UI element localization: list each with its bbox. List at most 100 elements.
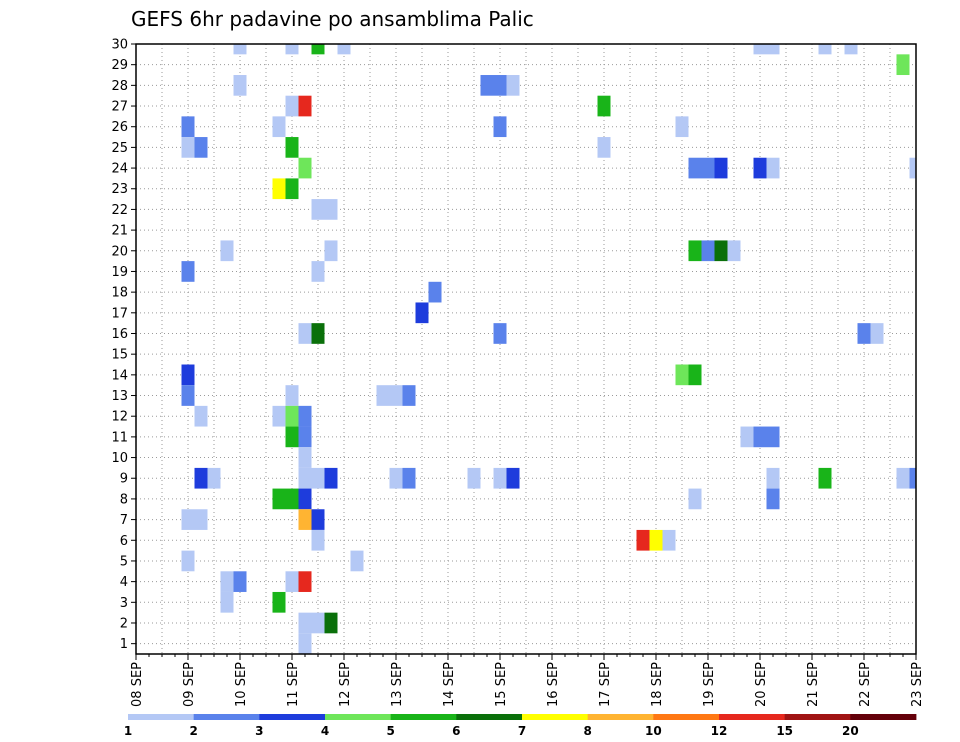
x-tick-label: 16 SEP bbox=[546, 662, 561, 707]
heatmap-cell bbox=[181, 364, 195, 386]
heatmap-cell bbox=[194, 405, 208, 427]
heatmap-cell bbox=[285, 137, 299, 158]
heatmap-cell bbox=[311, 199, 325, 220]
heatmap-cell bbox=[285, 44, 299, 55]
heatmap-cell bbox=[402, 467, 416, 489]
heatmap-cell bbox=[766, 426, 780, 448]
y-tick-label: 27 bbox=[111, 100, 128, 115]
y-tick-label: 10 bbox=[111, 451, 128, 466]
heatmap-cell bbox=[909, 467, 916, 489]
heatmap-cell bbox=[311, 467, 325, 489]
heatmap-cell bbox=[493, 75, 507, 96]
heatmap-cell bbox=[298, 633, 312, 654]
x-tick-label: 11 SEP bbox=[286, 662, 301, 707]
heatmap-cell bbox=[766, 488, 780, 510]
heatmap-cell bbox=[272, 178, 286, 200]
x-tick-label: 18 SEP bbox=[650, 662, 665, 707]
heatmap-cell bbox=[636, 529, 650, 551]
heatmap-cell bbox=[285, 95, 299, 117]
heatmap-cell bbox=[298, 447, 312, 468]
heatmap-cells bbox=[181, 44, 916, 654]
heatmap-cell bbox=[298, 612, 312, 634]
y-tick-label: 11 bbox=[111, 430, 128, 445]
legend-label: 10 bbox=[645, 724, 662, 738]
legend-label: 2 bbox=[189, 724, 197, 738]
heatmap-cell bbox=[415, 302, 429, 324]
heatmap-cell bbox=[324, 612, 338, 634]
heatmap-cell bbox=[194, 509, 208, 530]
heatmap-cell bbox=[662, 529, 676, 551]
y-tick-label: 28 bbox=[111, 79, 128, 94]
heatmap-cell bbox=[870, 323, 884, 344]
y-tick-label: 24 bbox=[111, 162, 128, 177]
heatmap-cell bbox=[896, 467, 910, 489]
heatmap-cell bbox=[688, 157, 702, 179]
heatmap-cell bbox=[285, 571, 299, 592]
x-tick-label: 17 SEP bbox=[598, 662, 613, 707]
heatmap-cell bbox=[818, 467, 832, 489]
heatmap-cell bbox=[311, 44, 325, 55]
heatmap-cell bbox=[597, 95, 611, 117]
heatmap-cell bbox=[337, 44, 351, 55]
legend-label: 4 bbox=[321, 724, 329, 738]
y-tick-label: 14 bbox=[111, 368, 128, 383]
heatmap-cell bbox=[298, 323, 312, 344]
heatmap-cell bbox=[311, 261, 325, 282]
heatmap-cell bbox=[350, 550, 364, 572]
heatmap-cell bbox=[233, 75, 247, 96]
heatmap-cell bbox=[818, 44, 832, 55]
color-legend: 1 2 3 4 5 6 7 8 10 12 15 20 bbox=[124, 714, 917, 738]
y-tick-label: 8 bbox=[120, 492, 128, 507]
heatmap-cell bbox=[753, 157, 767, 179]
y-tick-label: 20 bbox=[111, 244, 128, 259]
heatmap-cell bbox=[675, 364, 689, 386]
legend-swatch bbox=[193, 714, 260, 720]
heatmap-cell bbox=[324, 467, 338, 489]
y-tick-label: 16 bbox=[111, 327, 128, 342]
legend-swatch bbox=[259, 714, 326, 720]
heatmap-cell bbox=[285, 405, 299, 427]
heatmap-cell bbox=[506, 75, 520, 96]
heatmap-cell bbox=[220, 591, 234, 613]
legend-swatch bbox=[128, 714, 195, 720]
heatmap-cell bbox=[714, 157, 728, 179]
y-tick-label: 5 bbox=[120, 554, 128, 569]
heatmap-cell bbox=[688, 488, 702, 510]
heatmap-cell bbox=[298, 95, 312, 117]
heatmap-cell bbox=[220, 240, 234, 262]
x-tick-label: 10 SEP bbox=[234, 662, 249, 707]
heatmap-cell bbox=[649, 529, 663, 551]
x-tick-label: 15 SEP bbox=[494, 662, 509, 707]
heatmap-cell bbox=[233, 571, 247, 592]
heatmap-cell bbox=[298, 509, 312, 530]
heatmap-cell bbox=[272, 488, 286, 510]
y-tick-label: 23 bbox=[111, 182, 128, 197]
legend-label: 1 bbox=[124, 724, 132, 738]
legend-swatch bbox=[719, 714, 786, 720]
heatmap-cell bbox=[272, 405, 286, 427]
y-tick-label: 17 bbox=[111, 306, 128, 321]
heatmap-cell bbox=[181, 116, 195, 138]
legend-label: 12 bbox=[711, 724, 728, 738]
y-tick-label: 1 bbox=[120, 637, 128, 652]
y-tick-label: 4 bbox=[120, 575, 128, 590]
y-tick-label: 15 bbox=[111, 348, 128, 363]
y-tick-label: 12 bbox=[111, 410, 128, 425]
legend-label: 15 bbox=[776, 724, 793, 738]
y-tick-label: 7 bbox=[120, 513, 128, 528]
heatmap-cell bbox=[298, 571, 312, 592]
legend-swatch bbox=[325, 714, 392, 720]
heatmap-cell bbox=[181, 509, 195, 530]
heatmap-cell bbox=[324, 199, 338, 220]
heatmap-cell bbox=[402, 385, 416, 406]
heatmap-cell bbox=[896, 54, 910, 76]
x-tick-label: 23 SEP bbox=[910, 662, 925, 707]
legend-label: 5 bbox=[386, 724, 394, 738]
heatmap-cell bbox=[233, 44, 247, 55]
y-tick-label: 21 bbox=[111, 224, 128, 239]
legend-label: 8 bbox=[583, 724, 591, 738]
heatmap-cell bbox=[298, 405, 312, 427]
y-axis: 1234567891011121314151617181920212223242… bbox=[111, 38, 136, 652]
x-axis: 08 SEP 09 SEP 10 SEP 11 SEP 12 SEP 13 SEP 14 S… bbox=[130, 654, 925, 707]
heatmap-cell bbox=[688, 364, 702, 386]
